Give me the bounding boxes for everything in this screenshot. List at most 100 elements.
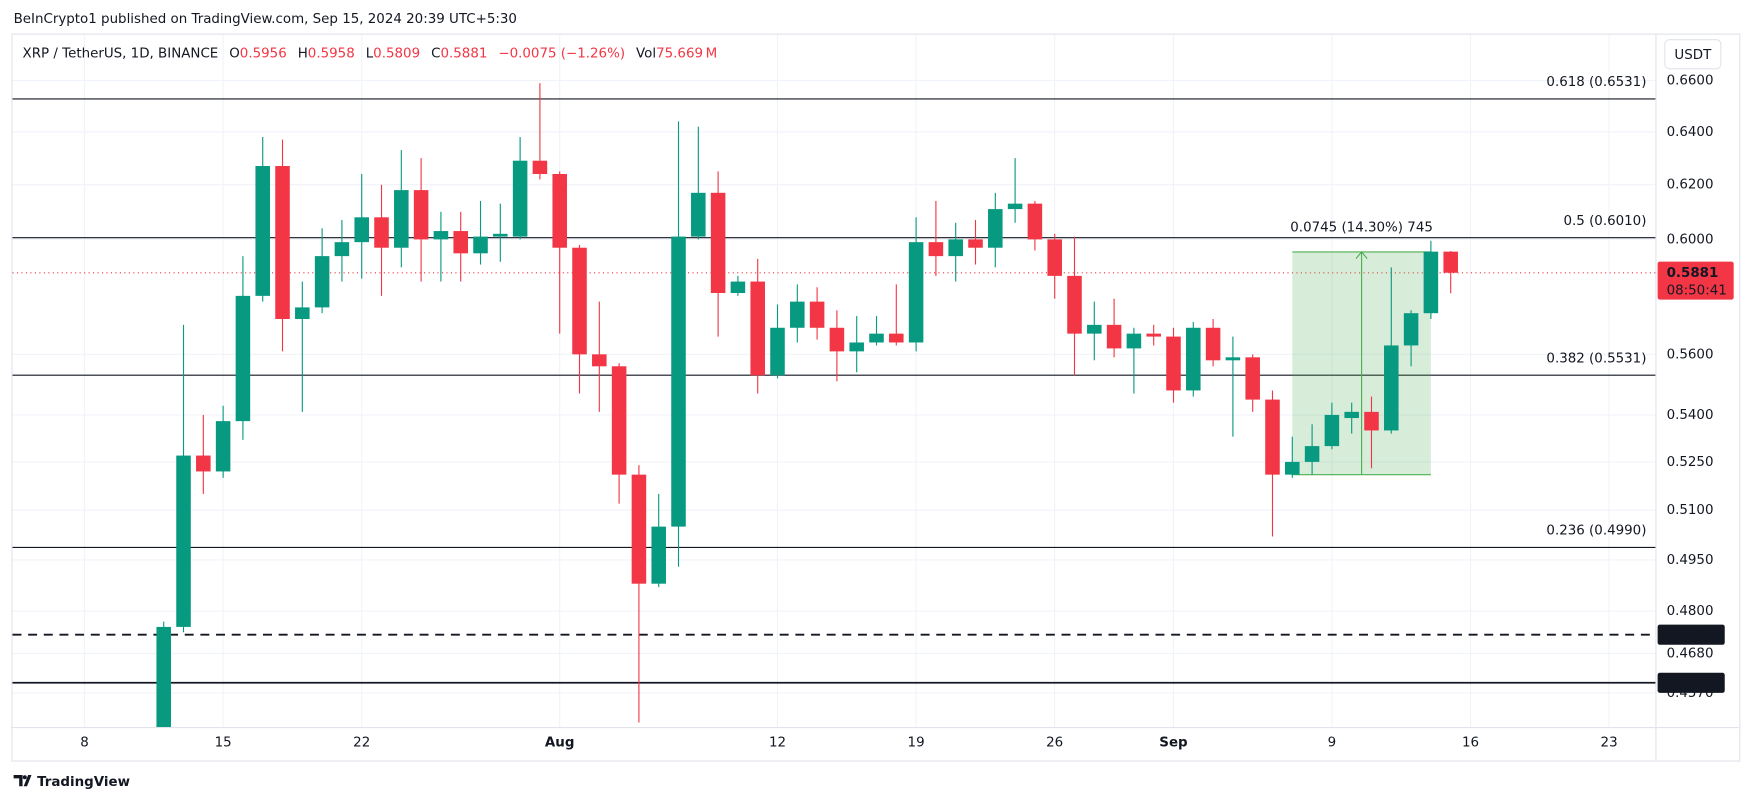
x-tick-label: 16 [1462, 736, 1479, 751]
candle-body [473, 236, 488, 254]
x-tick-label: 8 [80, 736, 89, 751]
legend-value: 0.5809 [373, 47, 420, 62]
legend-label: O [229, 47, 240, 62]
legend-value: 75.669 M [656, 47, 717, 62]
candle-body [790, 301, 805, 328]
fib-label: 0.236 (0.4990) [1546, 524, 1646, 539]
x-tick-label: 23 [1601, 736, 1618, 751]
candle-body [1423, 251, 1439, 314]
candle-body [453, 231, 468, 254]
measure-arrowhead [1355, 251, 1368, 259]
price-level-box [1657, 624, 1725, 645]
candle-body [1067, 275, 1082, 334]
y-tick-label: 0.4800 [1667, 604, 1714, 619]
candle-body [869, 333, 884, 343]
candle-body [809, 301, 825, 328]
candle-body [1403, 313, 1419, 346]
candle-body [413, 190, 429, 240]
legend-change: −0.0075 (−1.26%) [498, 47, 625, 62]
candle-body [1225, 357, 1241, 361]
candle-body [572, 247, 587, 355]
y-tick-label: 0.6400 [1667, 125, 1714, 140]
legend-value: 0.5958 [308, 47, 355, 62]
candle-body [1364, 411, 1379, 431]
x-tick-label: 12 [769, 736, 786, 751]
legend-value: 0.5956 [240, 47, 287, 62]
currency-label[interactable]: USDT [1674, 48, 1712, 63]
y-tick-label: 0.5600 [1667, 347, 1714, 362]
candle-body [730, 281, 746, 293]
fib-label: 0.5 (0.6010) [1563, 214, 1646, 229]
x-tick-label: 15 [215, 736, 232, 751]
grid [12, 34, 1656, 727]
y-tick-label: 0.4680 [1667, 646, 1714, 661]
candle-body [1027, 203, 1043, 240]
y-tick-label: 0.5100 [1667, 503, 1714, 518]
price-level-label: 0.4735 [1665, 628, 1717, 643]
candle-body [889, 333, 904, 343]
candle-body [631, 474, 647, 584]
candle-body [196, 455, 211, 472]
candle-body [552, 174, 567, 248]
legend-label: C [431, 47, 440, 62]
last-price-box [1657, 261, 1734, 300]
fib-label: 0.382 (0.5531) [1546, 351, 1646, 366]
candle-body [691, 192, 706, 237]
candle-body [532, 160, 548, 175]
countdown-label: 08:50:41 [1667, 284, 1727, 299]
candle-body [1186, 327, 1201, 391]
x-tick-label: 19 [908, 736, 925, 751]
candle-body [255, 166, 270, 296]
legend-value: 0.5881 [440, 47, 487, 62]
candle-body [1166, 336, 1181, 391]
last-price-label: 0.5881 [1667, 266, 1719, 281]
x-tick-label: 9 [1328, 736, 1337, 751]
currency-button[interactable] [1664, 39, 1722, 70]
candle-body [1007, 203, 1023, 210]
candle-body [1087, 324, 1102, 334]
candle-body [433, 231, 449, 240]
candle-body [988, 209, 1003, 248]
x-tick-label: Aug [545, 736, 575, 751]
candle-body [770, 327, 785, 376]
chart-frame [11, 33, 1741, 762]
candle-body [176, 455, 191, 627]
axes: 0.6600 0.6400 0.6200 0.6000 0.5600 0.5400 0.52… [80, 74, 1734, 751]
candle-body [1304, 446, 1320, 462]
candle-body [968, 239, 983, 248]
footer-logo [13, 775, 32, 787]
candle-body [1205, 327, 1221, 361]
candle-body [493, 233, 508, 237]
price-level-label: 0.4600 [1665, 676, 1717, 691]
candle-body [156, 626, 171, 727]
candle-body [314, 256, 330, 308]
candle-body [928, 242, 944, 257]
candle-body [592, 354, 607, 367]
candle-body [354, 217, 369, 243]
candle-body [1443, 251, 1458, 273]
symbol-title: XRP / TetherUS, 1D, BINANCE [23, 47, 219, 62]
candle-body [1265, 399, 1280, 475]
candle-body [1245, 357, 1260, 400]
candle-body [1047, 239, 1062, 276]
fib-label: 0.618 (0.6531) [1546, 75, 1646, 90]
legend-label: L [366, 47, 374, 62]
y-tick-label: 0.6200 [1667, 178, 1714, 193]
candle-body [908, 242, 924, 343]
y-tick-label: 0.5250 [1667, 455, 1714, 470]
candle-body [215, 421, 231, 472]
legend: XRP / TetherUS, 1D, BINANCE O0.5956 H0.5… [23, 47, 718, 62]
publisher: BeInCrypto1 published on TradingView.com… [14, 12, 517, 27]
footer-brand: TradingView [37, 775, 130, 790]
candle-body [1285, 461, 1300, 475]
candle-body [275, 166, 290, 320]
candle-body [651, 526, 666, 584]
candle-body [671, 236, 686, 527]
y-tick-label: 0.6000 [1667, 232, 1714, 247]
candle-body [1106, 324, 1122, 349]
candle-body [295, 307, 310, 320]
candle-body [1344, 411, 1359, 419]
